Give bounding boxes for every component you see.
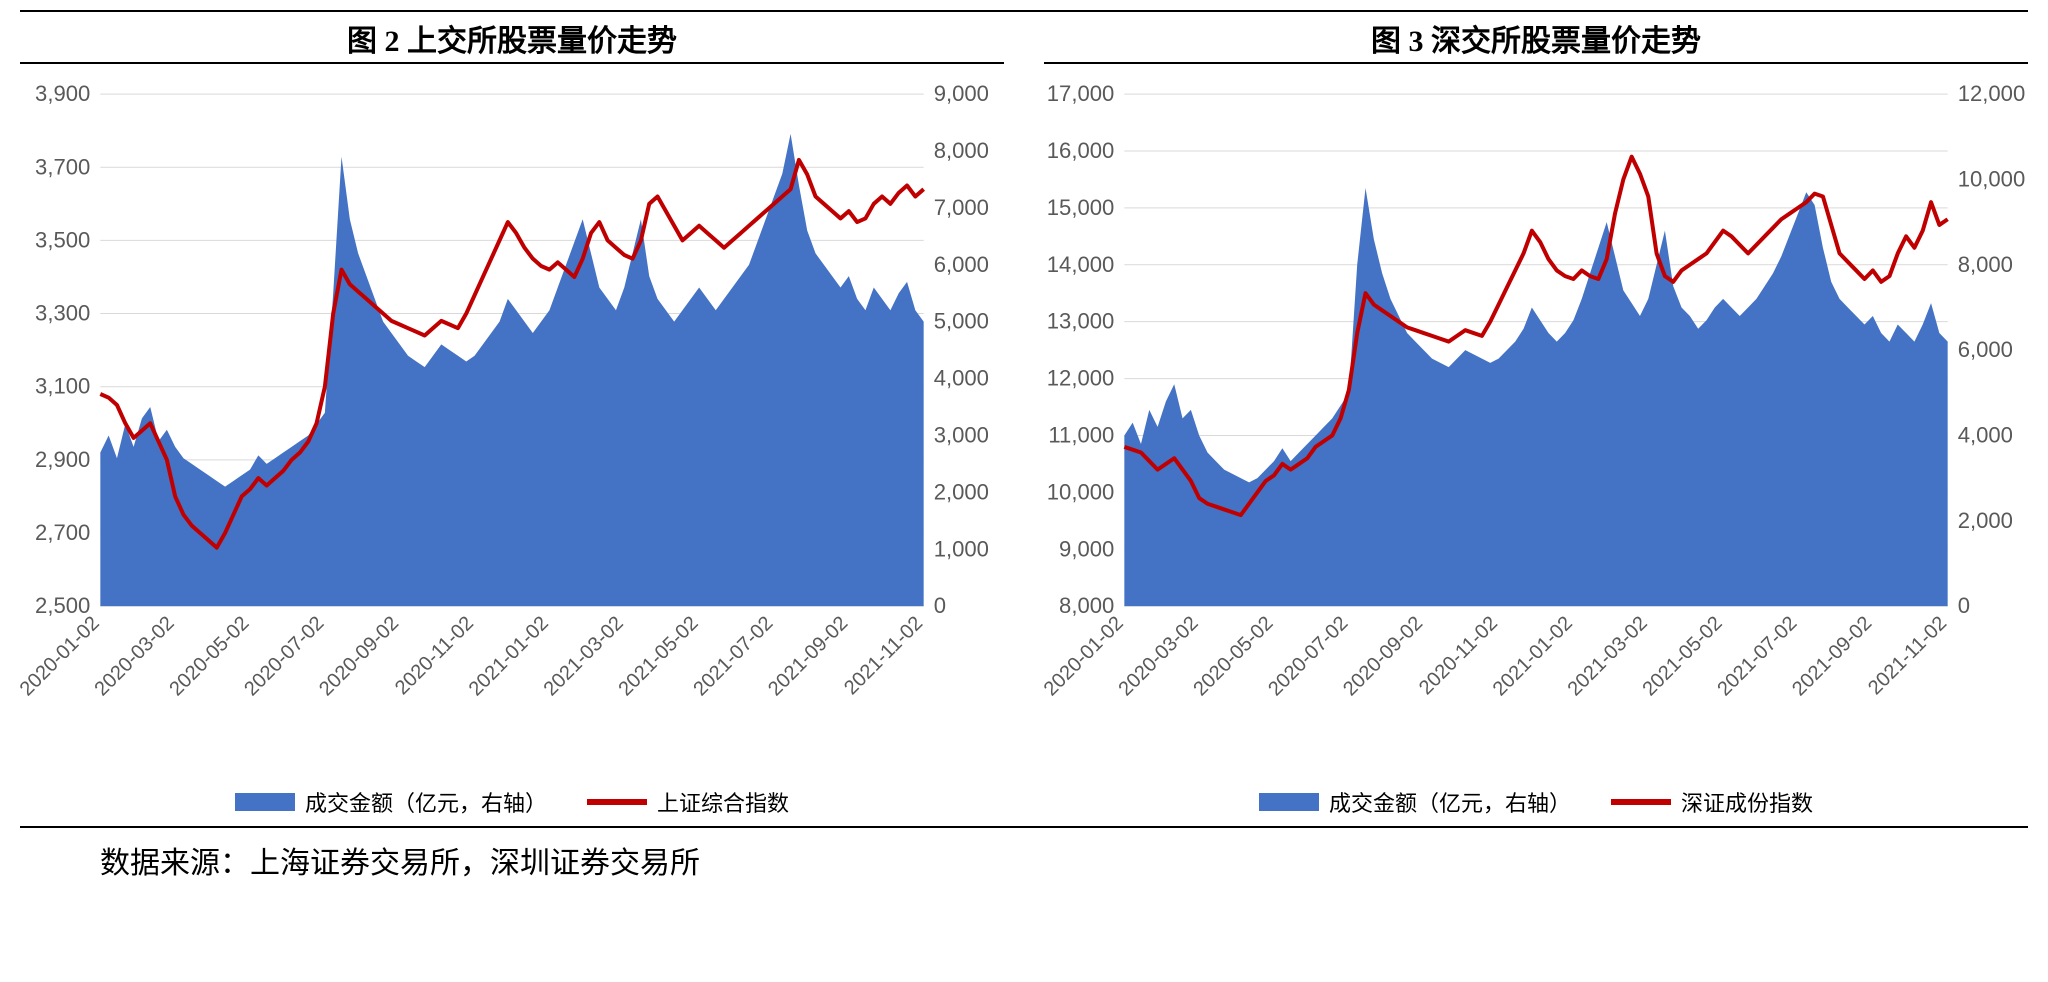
figure-title-sse: 图 2 上交所股票量价走势 [20,12,1004,64]
svg-text:6,000: 6,000 [1958,337,2013,362]
svg-text:12,000: 12,000 [1958,81,2026,106]
svg-text:1,000: 1,000 [934,536,989,561]
svg-text:2020-05-02: 2020-05-02 [1189,612,1277,700]
figure-title-szse: 图 3 深交所股票量价走势 [1044,12,2028,64]
svg-text:0: 0 [934,593,946,618]
svg-text:11,000: 11,000 [1048,422,1114,447]
svg-text:2021-01-02: 2021-01-02 [465,612,553,700]
svg-text:3,500: 3,500 [35,227,90,252]
figure-sse: 图 2 上交所股票量价走势 2,500 2,700 2,900 3,100 3,300 3… [20,12,1004,818]
legend-label: 成交金额（亿元，右轴） [1329,786,1571,818]
legend-item-line-szse: 深证成份指数 [1611,786,1813,818]
svg-text:17,000: 17,000 [1047,81,1115,106]
svg-text:9,000: 9,000 [934,81,989,106]
svg-text:2020-09-02: 2020-09-02 [1339,612,1427,700]
svg-text:2021-11-02: 2021-11-02 [1864,612,1951,699]
legend-szse: 成交金额（亿元，右轴） 深证成份指数 [1044,786,2028,818]
svg-text:14,000: 14,000 [1047,252,1115,277]
legend-label: 深证成份指数 [1681,786,1813,818]
svg-text:3,700: 3,700 [35,154,90,179]
svg-text:10,000: 10,000 [1958,166,2026,191]
svg-text:2021-05-02: 2021-05-02 [1638,612,1726,700]
svg-text:16,000: 16,000 [1047,138,1115,163]
svg-text:2,900: 2,900 [35,447,90,472]
svg-text:5,000: 5,000 [934,309,989,334]
svg-text:2021-11-02: 2021-11-02 [840,612,927,699]
line-swatch-icon [587,799,647,805]
svg-text:3,900: 3,900 [35,81,90,106]
svg-text:8,000: 8,000 [1059,593,1114,618]
svg-text:2,500: 2,500 [35,593,90,618]
svg-text:2020-01-02: 2020-01-02 [1044,612,1128,700]
svg-text:2,000: 2,000 [1958,508,2013,533]
svg-text:12,000: 12,000 [1047,366,1115,391]
svg-text:8,000: 8,000 [934,138,989,163]
svg-text:6,000: 6,000 [934,252,989,277]
svg-text:2021-05-02: 2021-05-02 [614,612,702,700]
chart-szse: 8,000 9,000 10,000 11,000 12,000 13,000 14,000… [1044,74,2028,782]
svg-text:3,300: 3,300 [35,301,90,326]
svg-text:3,000: 3,000 [934,422,989,447]
figure-szse: 图 3 深交所股票量价走势 8,000 9,000 10,000 11,000 12,0… [1044,12,2028,818]
svg-text:2021-09-02: 2021-09-02 [764,612,852,700]
area-swatch-icon [235,793,295,811]
svg-text:2020-05-02: 2020-05-02 [165,612,253,700]
svg-text:0: 0 [1958,593,1970,618]
svg-text:2020-03-02: 2020-03-02 [91,612,179,700]
legend-sse: 成交金额（亿元，右轴） 上证综合指数 [20,786,1004,818]
svg-text:2021-07-02: 2021-07-02 [689,612,777,700]
svg-text:2021-01-02: 2021-01-02 [1489,612,1577,700]
svg-text:2021-07-02: 2021-07-02 [1713,612,1801,700]
svg-text:13,000: 13,000 [1047,309,1115,334]
legend-item-area-szse: 成交金额（亿元，右轴） [1259,786,1571,818]
svg-text:2020-07-02: 2020-07-02 [240,612,328,700]
svg-text:2020-07-02: 2020-07-02 [1264,612,1352,700]
svg-text:2,000: 2,000 [934,479,989,504]
svg-text:15,000: 15,000 [1047,195,1115,220]
svg-text:2020-01-02: 2020-01-02 [20,612,104,700]
chart-sse: 2,500 2,700 2,900 3,100 3,300 3,500 3,700 3,900… [20,74,1004,782]
line-swatch-icon [1611,799,1671,805]
chart-svg-sse: 2,500 2,700 2,900 3,100 3,300 3,500 3,700 3,900… [20,74,1004,777]
svg-text:9,000: 9,000 [1059,536,1114,561]
svg-text:2021-03-02: 2021-03-02 [540,612,628,700]
svg-text:10,000: 10,000 [1047,479,1115,504]
svg-text:3,100: 3,100 [35,374,90,399]
svg-text:2020-03-02: 2020-03-02 [1115,612,1203,700]
svg-text:2021-09-02: 2021-09-02 [1788,612,1876,700]
figure-row: 图 2 上交所股票量价走势 2,500 2,700 2,900 3,100 3,300 3… [20,10,2028,828]
legend-label: 成交金额（亿元，右轴） [305,786,547,818]
svg-text:4,000: 4,000 [1958,422,2013,447]
svg-text:7,000: 7,000 [934,195,989,220]
area-swatch-icon [1259,793,1319,811]
svg-text:4,000: 4,000 [934,366,989,391]
legend-item-area-sse: 成交金额（亿元，右轴） [235,786,547,818]
chart-svg-szse: 8,000 9,000 10,000 11,000 12,000 13,000 14,000… [1044,74,2028,777]
svg-text:2020-09-02: 2020-09-02 [315,612,403,700]
legend-item-line-sse: 上证综合指数 [587,786,789,818]
svg-text:2,700: 2,700 [35,520,90,545]
legend-label: 上证综合指数 [657,786,789,818]
svg-text:8,000: 8,000 [1958,252,2013,277]
data-source-line: 数据来源：上海证券交易所，深圳证券交易所 [20,828,2028,882]
svg-text:2021-03-02: 2021-03-02 [1564,612,1652,700]
